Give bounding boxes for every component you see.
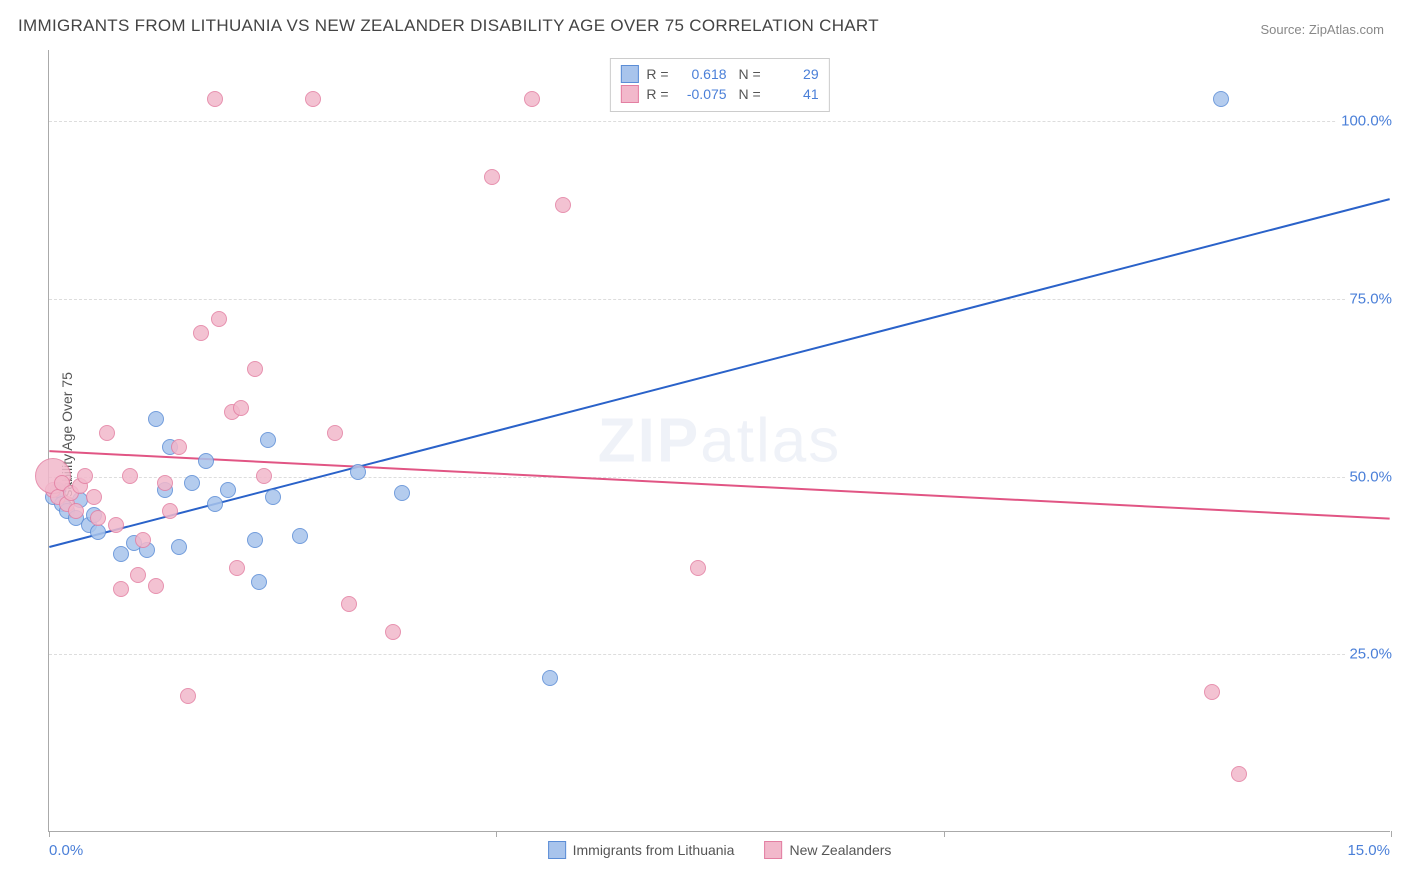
watermark: ZIPatlas bbox=[598, 405, 841, 476]
data-point bbox=[385, 624, 401, 640]
data-point bbox=[113, 546, 129, 562]
data-point bbox=[99, 425, 115, 441]
data-point bbox=[171, 539, 187, 555]
regression-lines bbox=[49, 50, 1390, 831]
data-point bbox=[233, 400, 249, 416]
legend-swatch-1 bbox=[764, 841, 782, 859]
data-point bbox=[148, 411, 164, 427]
stats-row-0: R = 0.618 N = 29 bbox=[620, 65, 818, 83]
bottom-legend: Immigrants from Lithuania New Zealanders bbox=[548, 841, 892, 859]
data-point bbox=[555, 197, 571, 213]
data-point bbox=[184, 475, 200, 491]
x-tick-max: 15.0% bbox=[1347, 842, 1390, 859]
stats-row-1: R = -0.075 N = 41 bbox=[620, 85, 818, 103]
chart-title: IMMIGRANTS FROM LITHUANIA VS NEW ZEALAND… bbox=[18, 16, 879, 36]
data-point bbox=[86, 489, 102, 505]
data-point bbox=[211, 311, 227, 327]
data-point bbox=[180, 688, 196, 704]
data-point bbox=[198, 453, 214, 469]
data-point bbox=[122, 468, 138, 484]
data-point bbox=[292, 528, 308, 544]
data-point bbox=[220, 482, 236, 498]
data-point bbox=[113, 581, 129, 597]
data-point bbox=[90, 510, 106, 526]
legend-swatch-0 bbox=[548, 841, 566, 859]
legend-item-0: Immigrants from Lithuania bbox=[548, 841, 735, 859]
data-point bbox=[130, 567, 146, 583]
data-point bbox=[265, 489, 281, 505]
y-tick-label: 25.0% bbox=[1345, 646, 1392, 663]
legend-label-0: Immigrants from Lithuania bbox=[573, 842, 735, 858]
legend-item-1: New Zealanders bbox=[764, 841, 891, 859]
data-point bbox=[260, 432, 276, 448]
data-point bbox=[251, 574, 267, 590]
data-point bbox=[229, 560, 245, 576]
data-point bbox=[162, 503, 178, 519]
data-point bbox=[90, 524, 106, 540]
data-point bbox=[341, 596, 357, 612]
data-point bbox=[148, 578, 164, 594]
data-point bbox=[77, 468, 93, 484]
x-tick-min: 0.0% bbox=[49, 842, 83, 859]
data-point bbox=[256, 468, 272, 484]
data-point bbox=[108, 517, 124, 533]
data-point bbox=[135, 532, 151, 548]
data-point bbox=[207, 91, 223, 107]
y-tick-label: 100.0% bbox=[1337, 113, 1392, 130]
data-point bbox=[157, 475, 173, 491]
data-point bbox=[207, 496, 223, 512]
data-point bbox=[1213, 91, 1229, 107]
stats-legend-box: R = 0.618 N = 29 R = -0.075 N = 41 bbox=[609, 58, 829, 112]
data-point bbox=[247, 532, 263, 548]
data-point bbox=[247, 361, 263, 377]
data-point bbox=[68, 503, 84, 519]
data-point bbox=[690, 560, 706, 576]
data-point bbox=[1231, 766, 1247, 782]
data-point bbox=[524, 91, 540, 107]
y-tick-label: 75.0% bbox=[1345, 290, 1392, 307]
data-point bbox=[350, 464, 366, 480]
swatch-series-1 bbox=[620, 85, 638, 103]
legend-label-1: New Zealanders bbox=[789, 842, 891, 858]
data-point bbox=[484, 169, 500, 185]
data-point bbox=[327, 425, 343, 441]
plot-area: Disability Age Over 75 ZIPatlas 25.0%50.… bbox=[48, 50, 1390, 832]
y-tick-label: 50.0% bbox=[1345, 468, 1392, 485]
swatch-series-0 bbox=[620, 65, 638, 83]
data-point bbox=[542, 670, 558, 686]
data-point bbox=[1204, 684, 1220, 700]
data-point bbox=[394, 485, 410, 501]
data-point bbox=[305, 91, 321, 107]
data-point bbox=[171, 439, 187, 455]
data-point bbox=[193, 325, 209, 341]
source-attribution: Source: ZipAtlas.com bbox=[1260, 22, 1384, 37]
